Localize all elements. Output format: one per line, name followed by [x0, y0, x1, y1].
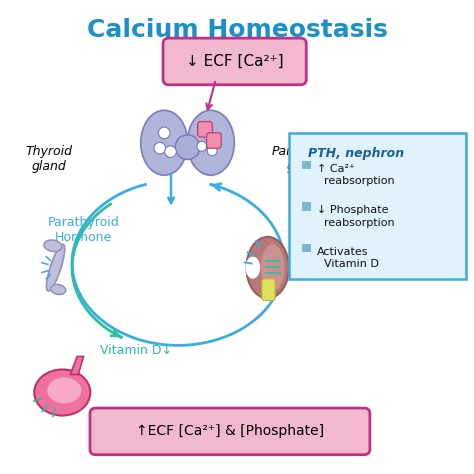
FancyBboxPatch shape	[302, 161, 311, 169]
Text: Calcium Homeostasis: Calcium Homeostasis	[87, 18, 387, 42]
Text: Parathyroid
glands: Parathyroid glands	[272, 145, 344, 173]
Ellipse shape	[141, 110, 188, 175]
FancyBboxPatch shape	[207, 133, 221, 148]
Ellipse shape	[246, 237, 289, 298]
Text: Thyroid
gland: Thyroid gland	[25, 145, 72, 173]
Circle shape	[164, 146, 176, 157]
FancyBboxPatch shape	[302, 202, 311, 210]
Circle shape	[154, 142, 165, 154]
Ellipse shape	[175, 135, 200, 160]
Text: ↓ ECF [Ca²⁺]: ↓ ECF [Ca²⁺]	[186, 54, 283, 69]
FancyBboxPatch shape	[262, 279, 275, 301]
Ellipse shape	[261, 244, 284, 291]
Text: Vitamin D↓: Vitamin D↓	[100, 344, 172, 356]
Text: PTH, nephron: PTH, nephron	[308, 147, 404, 161]
Circle shape	[204, 131, 214, 141]
Circle shape	[207, 146, 217, 156]
Ellipse shape	[34, 369, 91, 416]
FancyBboxPatch shape	[289, 133, 465, 279]
Text: ↑ECF [Ca²⁺] & [Phosphate]: ↑ECF [Ca²⁺] & [Phosphate]	[136, 424, 324, 438]
Text: Activates
  Vitamin D: Activates Vitamin D	[317, 247, 379, 269]
Ellipse shape	[246, 256, 260, 279]
Circle shape	[158, 127, 170, 139]
FancyBboxPatch shape	[90, 408, 370, 455]
FancyBboxPatch shape	[198, 122, 212, 137]
Polygon shape	[70, 356, 83, 374]
Text: ↓ Phosphate
  reabsorption: ↓ Phosphate reabsorption	[317, 205, 395, 228]
Text: ↑ Ca²⁺
  reabsorption: ↑ Ca²⁺ reabsorption	[317, 164, 395, 186]
Ellipse shape	[44, 240, 62, 252]
Ellipse shape	[46, 244, 64, 291]
Ellipse shape	[47, 377, 82, 403]
Text: Parathyroid
Hormone: Parathyroid Hormone	[48, 216, 120, 244]
FancyBboxPatch shape	[302, 244, 311, 252]
Ellipse shape	[51, 284, 66, 294]
FancyBboxPatch shape	[163, 38, 306, 85]
Ellipse shape	[187, 110, 234, 175]
Circle shape	[197, 141, 207, 151]
